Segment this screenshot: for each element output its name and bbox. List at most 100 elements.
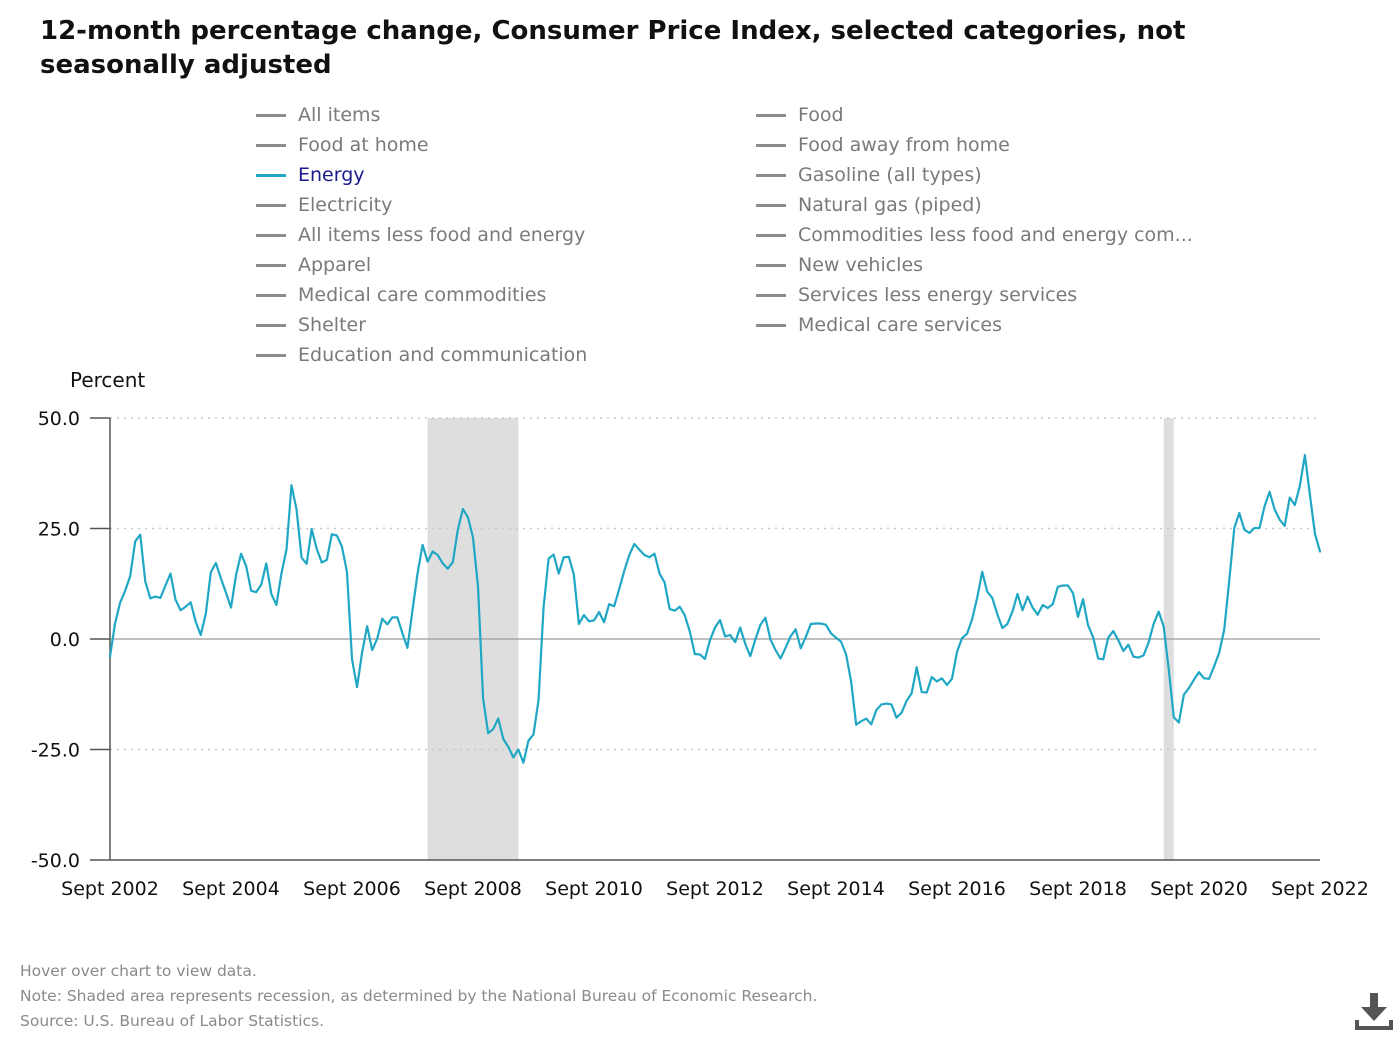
data-point[interactable] [227, 604, 235, 612]
data-point[interactable] [1160, 623, 1168, 631]
data-point[interactable] [1296, 482, 1304, 490]
data-point[interactable] [524, 737, 532, 745]
series-points-energy[interactable] [106, 451, 1324, 767]
data-point[interactable] [600, 618, 608, 626]
data-point[interactable] [777, 654, 785, 662]
data-point[interactable] [106, 653, 114, 661]
data-point[interactable] [1165, 665, 1173, 673]
data-point[interactable] [197, 631, 205, 639]
data-point[interactable] [1215, 649, 1223, 657]
data-point[interactable] [676, 603, 684, 611]
data-point[interactable] [716, 616, 724, 624]
data-point[interactable] [595, 608, 603, 616]
legend-item-education-and-communication[interactable]: Education and communication [256, 340, 587, 370]
data-point[interactable] [419, 541, 427, 549]
data-point[interactable] [535, 696, 543, 704]
data-point[interactable] [323, 556, 331, 564]
data-point[interactable] [403, 644, 411, 652]
data-point[interactable] [540, 603, 548, 611]
data-point[interactable] [903, 697, 911, 705]
data-point[interactable] [822, 621, 830, 629]
data-point[interactable] [237, 550, 245, 558]
data-point[interactable] [792, 625, 800, 633]
data-point[interactable] [772, 646, 780, 654]
data-point[interactable] [414, 570, 422, 578]
data-point[interactable] [1109, 627, 1117, 635]
legend-item-new-vehicles[interactable]: New vehicles [756, 250, 923, 280]
data-point[interactable] [610, 602, 618, 610]
data-point[interactable] [141, 578, 149, 586]
data-point[interactable] [656, 570, 664, 578]
data-point[interactable] [731, 638, 739, 646]
data-point[interactable] [1276, 516, 1284, 524]
data-point[interactable] [424, 558, 432, 566]
data-point[interactable] [232, 571, 240, 579]
data-point[interactable] [1104, 634, 1112, 642]
data-point[interactable] [1306, 491, 1314, 499]
legend-item-energy[interactable]: Energy [256, 160, 365, 190]
data-point[interactable] [1003, 620, 1011, 628]
data-point[interactable] [398, 629, 406, 637]
data-point[interactable] [363, 622, 371, 630]
data-point[interactable] [1225, 577, 1233, 585]
data-point[interactable] [489, 725, 497, 733]
data-point[interactable] [1210, 662, 1218, 670]
data-point[interactable] [802, 633, 810, 641]
data-point[interactable] [550, 551, 558, 559]
data-point[interactable] [837, 638, 845, 646]
data-point[interactable] [1074, 613, 1082, 621]
data-point[interactable] [1256, 524, 1264, 532]
data-point[interactable] [409, 606, 417, 614]
data-point[interactable] [625, 551, 633, 559]
data-point[interactable] [847, 677, 855, 685]
data-point[interactable] [434, 551, 442, 559]
data-point[interactable] [908, 689, 916, 697]
legend-item-electricity[interactable]: Electricity [256, 190, 392, 220]
data-point[interactable] [393, 613, 401, 621]
data-point[interactable] [761, 614, 769, 622]
data-point[interactable] [766, 635, 774, 643]
data-point[interactable] [343, 568, 351, 576]
data-point[interactable] [1281, 522, 1289, 530]
data-point[interactable] [121, 587, 129, 595]
data-point[interactable] [202, 610, 210, 618]
data-point[interactable] [555, 570, 563, 578]
legend-item-medical-care-commodities[interactable]: Medical care commodities [256, 280, 546, 310]
data-point[interactable] [1124, 641, 1132, 649]
data-point[interactable] [751, 635, 759, 643]
data-point[interactable] [711, 624, 719, 632]
legend-item-food-at-home[interactable]: Food at home [256, 130, 429, 160]
data-point[interactable] [993, 610, 1001, 618]
data-point[interactable] [116, 599, 124, 607]
legend-item-services-less-energy-services[interactable]: Services less energy services [756, 280, 1077, 310]
data-point[interactable] [1099, 655, 1107, 663]
data-point[interactable] [373, 635, 381, 643]
data-point[interactable] [963, 630, 971, 638]
data-point[interactable] [509, 753, 517, 761]
data-point[interactable] [701, 655, 709, 663]
data-point[interactable] [242, 562, 250, 570]
data-point[interactable] [913, 663, 921, 671]
data-point[interactable] [207, 568, 215, 576]
data-point[interactable] [167, 570, 175, 578]
data-point[interactable] [706, 636, 714, 644]
data-point[interactable] [686, 627, 694, 635]
data-point[interactable] [131, 537, 139, 545]
legend-item-food[interactable]: Food [756, 100, 844, 130]
data-point[interactable] [156, 594, 164, 602]
data-point[interactable] [368, 646, 376, 654]
data-point[interactable] [756, 621, 764, 629]
data-point[interactable] [1114, 636, 1122, 644]
data-point[interactable] [161, 582, 169, 590]
data-point[interactable] [923, 688, 931, 696]
data-point[interactable] [217, 574, 225, 582]
data-point[interactable] [1089, 633, 1097, 641]
data-point[interactable] [353, 683, 361, 691]
data-point[interactable] [1235, 509, 1243, 517]
data-point[interactable] [267, 590, 275, 598]
data-point[interactable] [514, 746, 522, 754]
data-point[interactable] [887, 700, 895, 708]
data-point[interactable] [651, 550, 659, 558]
data-point[interactable] [298, 554, 306, 562]
data-point[interactable] [449, 558, 457, 566]
